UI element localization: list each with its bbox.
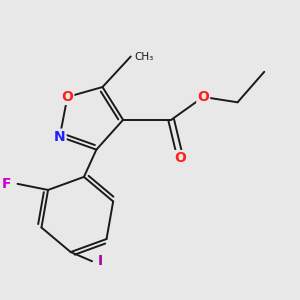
Text: CH₃: CH₃ xyxy=(134,52,154,61)
Text: N: N xyxy=(54,130,66,144)
Text: I: I xyxy=(98,254,103,268)
Text: O: O xyxy=(174,151,186,165)
Text: F: F xyxy=(2,177,11,191)
Text: O: O xyxy=(197,90,209,104)
Text: O: O xyxy=(61,90,73,104)
